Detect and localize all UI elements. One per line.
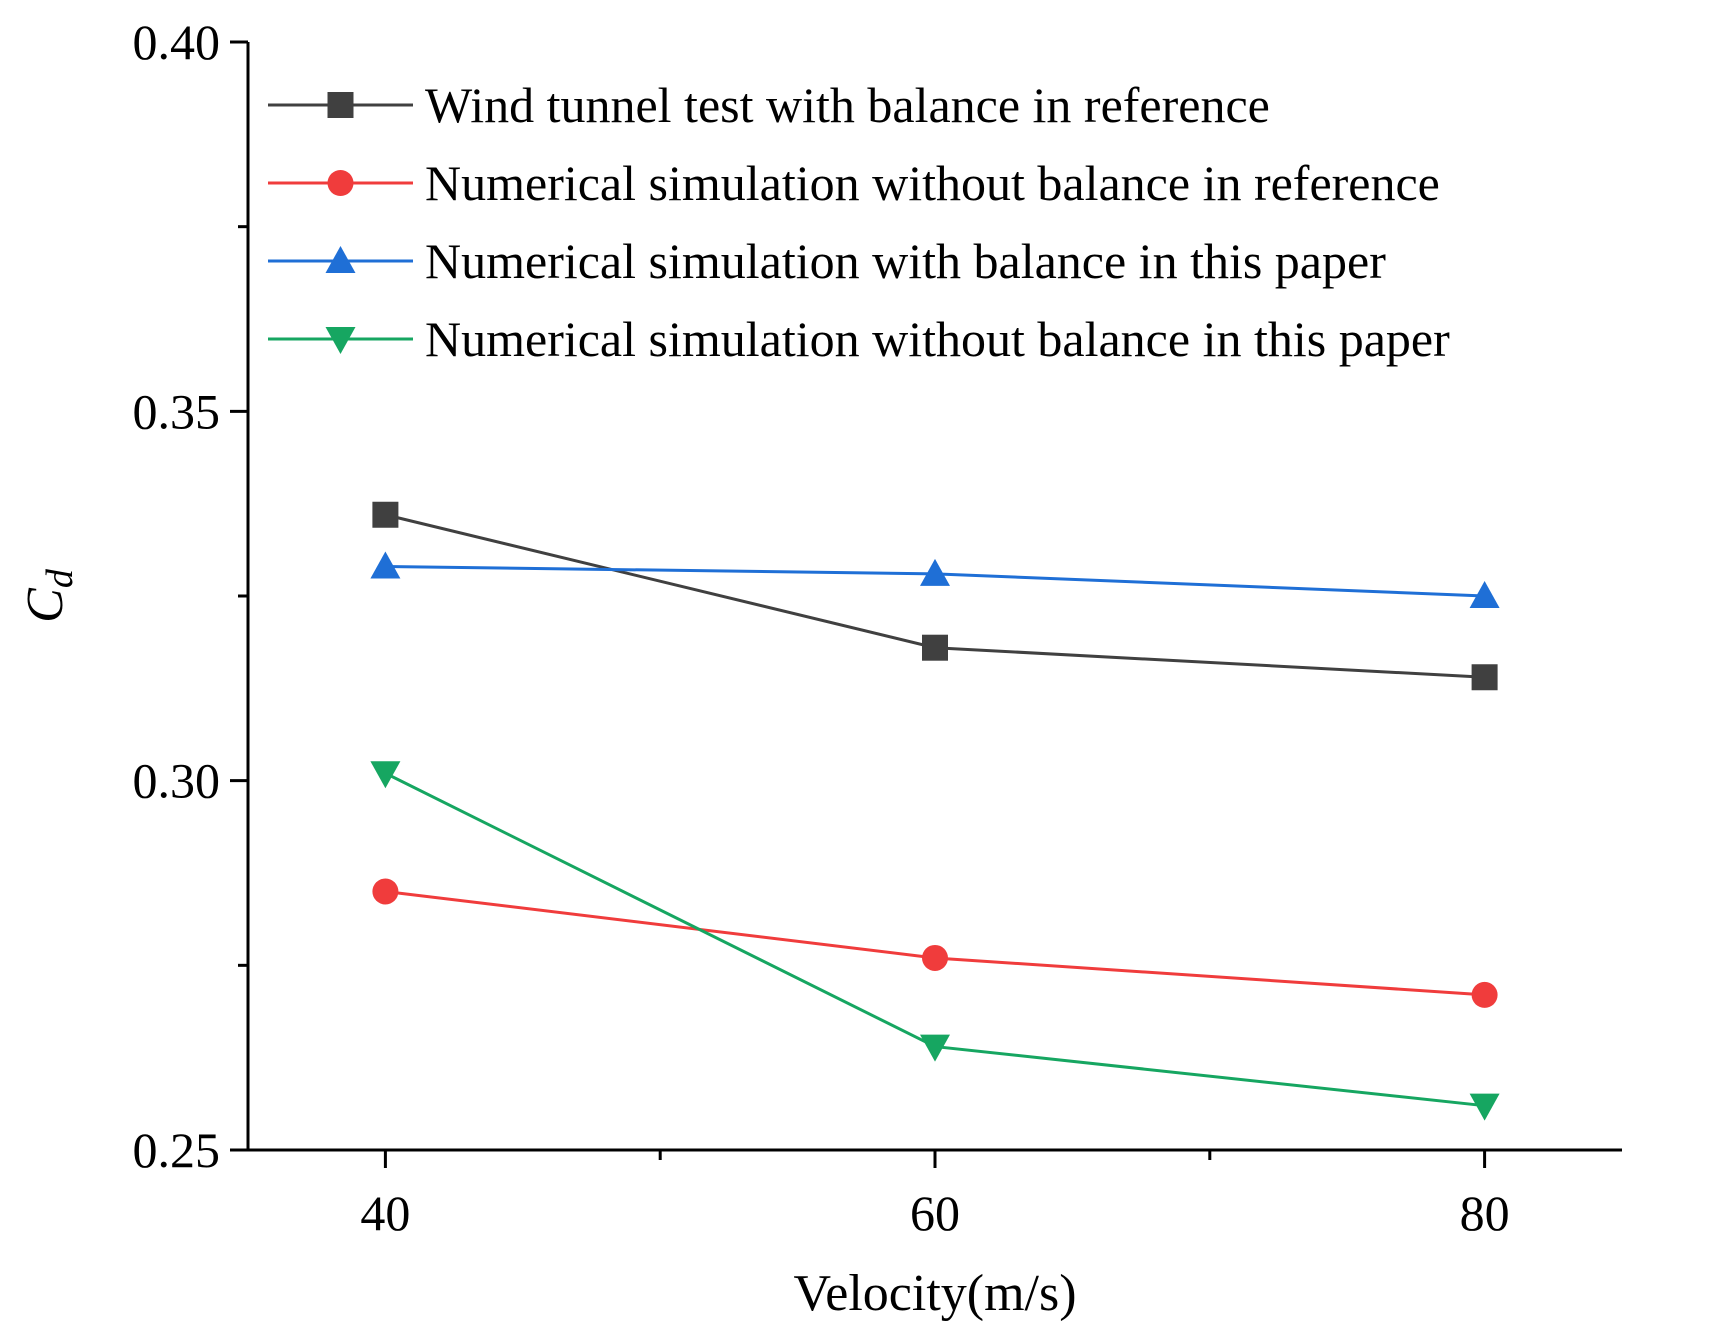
legend-label: Wind tunnel test with balance in referen… bbox=[425, 77, 1270, 133]
data-point bbox=[372, 501, 399, 528]
legend-label: Numerical simulation with balance in thi… bbox=[425, 233, 1386, 289]
y-axis-title-sub: d bbox=[39, 568, 81, 588]
data-point bbox=[1469, 581, 1500, 608]
series-4 bbox=[370, 761, 1500, 1121]
data-point bbox=[922, 634, 948, 661]
legend-marker bbox=[327, 92, 354, 118]
data-point bbox=[370, 761, 401, 789]
legend-marker bbox=[325, 327, 356, 354]
data-point bbox=[1469, 1093, 1500, 1121]
y-axis-title: Cd bbox=[17, 568, 81, 623]
x-axis-title: Velocity(m/s) bbox=[793, 1265, 1076, 1322]
x-tick-label: 40 bbox=[360, 1185, 410, 1241]
series-1 bbox=[372, 501, 1498, 691]
legend-entry-2: Numerical simulation without balance in … bbox=[268, 155, 1440, 211]
legend-label: Numerical simulation without balance in … bbox=[425, 155, 1440, 211]
x-tick-label: 80 bbox=[1460, 1185, 1510, 1241]
data-point bbox=[1471, 981, 1498, 1008]
data-point bbox=[370, 551, 401, 579]
legend-entry-1: Wind tunnel test with balance in referen… bbox=[268, 77, 1270, 133]
y-tick-label: 0.40 bbox=[133, 14, 221, 70]
data-point bbox=[920, 558, 950, 586]
y-tick-label: 0.25 bbox=[133, 1122, 221, 1178]
y-axis-title-main: C bbox=[17, 587, 74, 623]
data-point bbox=[920, 1034, 950, 1062]
ticks: 0.25 0.30 0.35 0.40 40 60 80 bbox=[133, 14, 1510, 1241]
legend-entry-4: Numerical simulation without balance in … bbox=[268, 311, 1450, 367]
data-point bbox=[1471, 664, 1498, 691]
legend-marker bbox=[325, 246, 356, 273]
data-point bbox=[372, 878, 399, 905]
legend-marker bbox=[327, 170, 354, 196]
series-2 bbox=[372, 878, 1498, 1008]
plot-area bbox=[370, 501, 1500, 1121]
legend: Wind tunnel test with balance in referen… bbox=[268, 77, 1450, 367]
y-tick-label: 0.35 bbox=[133, 383, 221, 439]
y-tick-label: 0.30 bbox=[133, 753, 221, 809]
data-point bbox=[922, 944, 948, 971]
legend-entry-3: Numerical simulation with balance in thi… bbox=[268, 233, 1386, 289]
x-tick-label: 60 bbox=[910, 1185, 960, 1241]
legend-label: Numerical simulation without balance in … bbox=[425, 311, 1450, 367]
series-line bbox=[385, 889, 1485, 997]
series-3 bbox=[370, 551, 1500, 608]
